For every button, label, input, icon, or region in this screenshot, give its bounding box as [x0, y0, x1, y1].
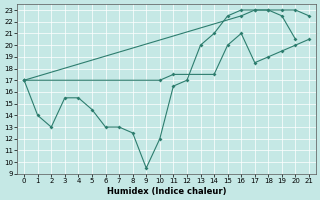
X-axis label: Humidex (Indice chaleur): Humidex (Indice chaleur) [107, 187, 226, 196]
